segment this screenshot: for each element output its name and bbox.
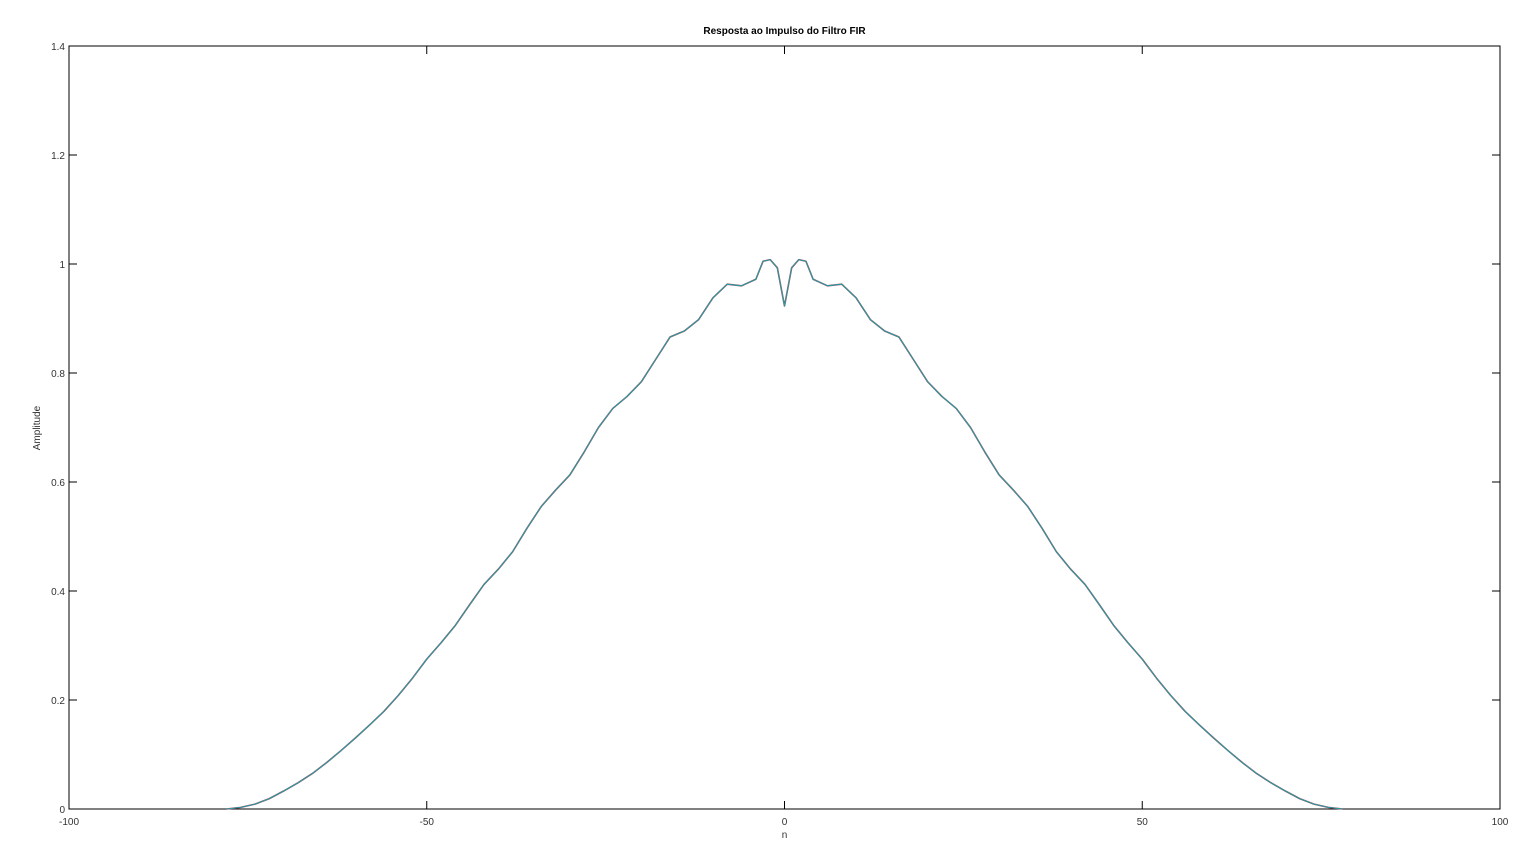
x-axis-label: n bbox=[782, 830, 788, 841]
x-tick-label: -50 bbox=[420, 817, 435, 828]
y-axis-label: Amplitude bbox=[32, 405, 43, 450]
y-tick-label: 1 bbox=[59, 260, 65, 271]
chart-title: Resposta ao Impulso do Filtro FIR bbox=[703, 26, 866, 37]
y-tick-label: 0.2 bbox=[51, 696, 65, 707]
y-tick-label: 0.4 bbox=[51, 587, 65, 598]
plot-area bbox=[68, 45, 1501, 810]
x-tick-label: 50 bbox=[1137, 817, 1149, 828]
y-tick-label: 0.6 bbox=[51, 478, 65, 489]
x-tick-label: 0 bbox=[782, 817, 788, 828]
series-line-2 bbox=[226, 259, 1343, 810]
series-layer bbox=[226, 258, 1343, 810]
y-tick-label: 1.2 bbox=[51, 151, 65, 162]
x-tick-label: 100 bbox=[1492, 817, 1509, 828]
y-tick-label: 1.4 bbox=[51, 42, 65, 53]
axis-ticks: -100 -50 0 50 100 0 0.2 0.4 0.6 0.8 1 1.2 1.4 bbox=[51, 42, 1509, 828]
y-tick-label: 0.8 bbox=[51, 369, 65, 380]
y-tick-label: 0 bbox=[59, 805, 65, 816]
x-tick-label: -100 bbox=[59, 817, 79, 828]
